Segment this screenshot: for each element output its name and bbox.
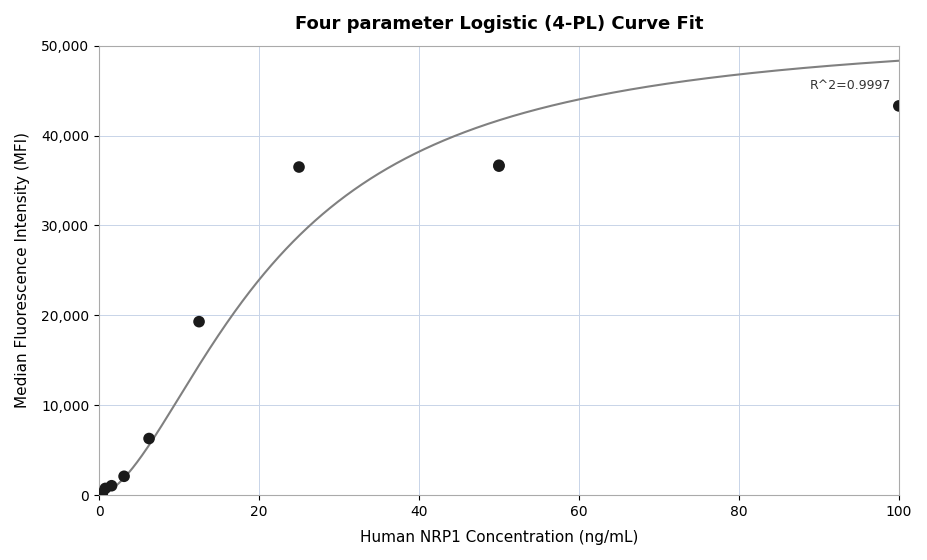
Point: [192, 317, 207, 326]
Point: [98, 484, 113, 493]
Point: [95, 489, 109, 498]
X-axis label: Human NRP1 Concentration (ng/mL): Human NRP1 Concentration (ng/mL): [360, 530, 638, 545]
Point: [491, 162, 506, 171]
Text: R^2=0.9997: R^2=0.9997: [809, 80, 891, 92]
Title: Four parameter Logistic (4-PL) Curve Fit: Four parameter Logistic (4-PL) Curve Fit: [295, 15, 704, 33]
Point: [892, 101, 907, 110]
Point: [117, 472, 132, 481]
Point: [104, 481, 119, 490]
Point: [142, 434, 157, 443]
Point: [292, 162, 307, 171]
Y-axis label: Median Fluorescence Intensity (MFI): Median Fluorescence Intensity (MFI): [15, 132, 30, 408]
Point: [491, 161, 506, 170]
